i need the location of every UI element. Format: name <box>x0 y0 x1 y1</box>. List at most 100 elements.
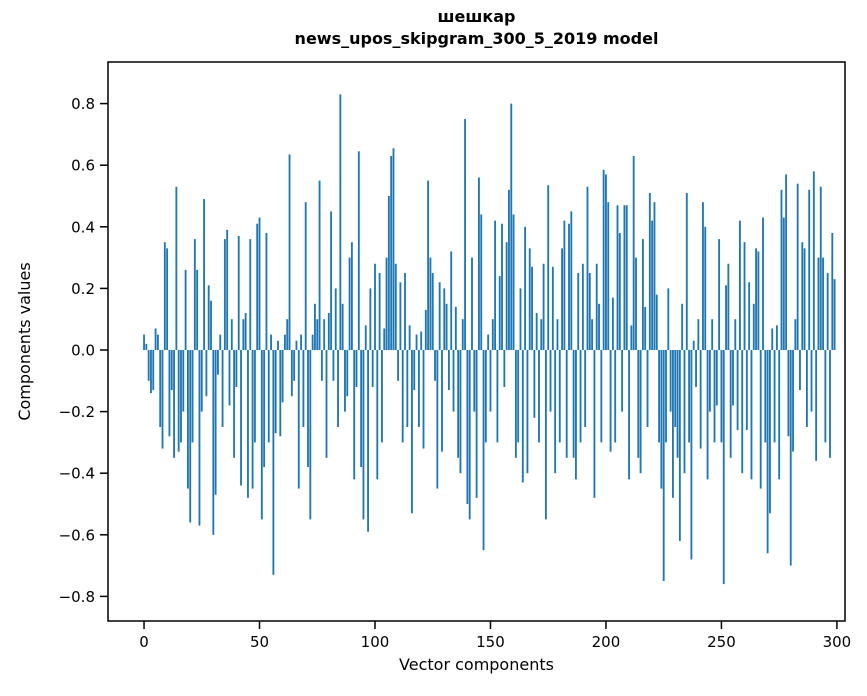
bar-component-30 <box>212 350 215 535</box>
bar-component-31 <box>214 350 217 495</box>
bar-component-185 <box>570 211 573 350</box>
bar-component-49 <box>256 223 259 350</box>
bar-component-142 <box>471 257 473 350</box>
bar-component-274 <box>775 325 778 350</box>
bar-component-150 <box>489 350 492 412</box>
bar-component-251 <box>722 350 725 585</box>
bar-component-232 <box>678 350 681 541</box>
bar-component-164 <box>521 350 524 483</box>
y-tick-label-−0.2: −0.2 <box>59 403 95 421</box>
bars-layer <box>143 94 836 585</box>
bar-component-26 <box>203 199 206 350</box>
bar-component-253 <box>727 263 730 350</box>
bar-component-293 <box>819 186 822 350</box>
bar-component-188 <box>577 273 580 350</box>
bar-component-240 <box>697 319 700 350</box>
bar-component-260 <box>743 242 746 350</box>
bar-component-43 <box>242 319 245 350</box>
x-tick-label-50: 50 <box>250 633 269 651</box>
bar-component-14 <box>175 186 178 350</box>
bar-component-219 <box>648 192 651 350</box>
bar-component-6 <box>156 334 159 350</box>
y-axis-label: Components values <box>15 262 34 420</box>
bar-component-53 <box>265 232 268 350</box>
bar-component-115 <box>408 325 411 350</box>
bar-component-47 <box>251 350 254 489</box>
bar-component-52 <box>263 350 266 468</box>
bar-component-100 <box>374 263 376 350</box>
bar-component-224 <box>660 350 663 489</box>
bar-component-191 <box>584 350 587 427</box>
bar-component-160 <box>512 214 515 350</box>
bar-component-106 <box>387 196 390 350</box>
bar-component-246 <box>711 319 714 350</box>
bar-component-146 <box>480 214 483 350</box>
bar-component-96 <box>364 325 367 350</box>
bar-component-110 <box>397 350 400 381</box>
bar-component-122 <box>424 309 427 350</box>
bar-component-81 <box>330 211 333 350</box>
bar-component-184 <box>568 223 570 350</box>
bar-component-204 <box>614 350 617 443</box>
bar-component-136 <box>457 350 460 458</box>
bar-component-151 <box>491 319 494 350</box>
y-tick-label-0.2: 0.2 <box>71 280 95 298</box>
bar-component-71 <box>307 350 309 468</box>
bar-component-269 <box>764 350 767 443</box>
bar-component-266 <box>757 251 760 350</box>
bar-component-192 <box>586 186 589 350</box>
bar-component-289 <box>810 350 813 412</box>
bar-component-275 <box>778 350 781 480</box>
bar-component-286 <box>803 248 806 350</box>
bar-component-259 <box>741 350 744 474</box>
bar-component-220 <box>651 220 654 350</box>
bar-component-28 <box>207 285 210 350</box>
bar-component-172 <box>540 319 543 350</box>
bar-component-61 <box>283 334 286 350</box>
bar-component-11 <box>168 350 171 437</box>
bar-component-57 <box>274 350 277 434</box>
bar-component-278 <box>785 174 788 350</box>
x-tick-label-150: 150 <box>476 633 505 651</box>
bar-component-279 <box>787 350 790 437</box>
bar-component-92 <box>355 350 358 387</box>
bar-component-277 <box>782 217 785 350</box>
bar-component-209 <box>625 205 628 350</box>
bar-component-103 <box>381 350 383 443</box>
bar-component-235 <box>685 192 688 350</box>
bar-component-243 <box>704 226 707 350</box>
bar-component-197 <box>598 303 600 350</box>
bar-component-124 <box>429 257 432 350</box>
bar-component-68 <box>300 334 303 350</box>
bar-component-78 <box>323 319 326 350</box>
bar-component-130 <box>443 288 446 350</box>
axes-box <box>107 61 846 622</box>
x-tick-label-0: 0 <box>139 633 149 651</box>
bar-component-127 <box>436 350 439 489</box>
bar-component-119 <box>417 350 420 427</box>
bar-component-113 <box>404 273 406 350</box>
bar-component-116 <box>411 350 413 514</box>
bar-component-256 <box>734 319 737 350</box>
bar-component-236 <box>688 350 691 443</box>
bar-component-77 <box>320 350 323 381</box>
bar-component-85 <box>339 94 342 350</box>
bar-component-165 <box>524 226 527 350</box>
bar-component-126 <box>434 350 436 381</box>
bar-component-62 <box>286 319 289 350</box>
bar-component-20 <box>189 350 192 523</box>
bar-component-63 <box>288 154 291 350</box>
bar-component-170 <box>535 313 538 350</box>
bar-component-137 <box>459 350 462 474</box>
bar-component-265 <box>755 248 758 350</box>
bar-component-263 <box>750 350 753 480</box>
bar-component-267 <box>759 350 762 489</box>
bar-component-233 <box>681 303 684 350</box>
bar-component-195 <box>593 350 596 498</box>
bar-component-135 <box>454 306 457 350</box>
bar-component-283 <box>796 183 799 350</box>
bar-component-75 <box>316 319 319 350</box>
y-tick-label-−0.8: −0.8 <box>59 588 95 606</box>
bar-component-120 <box>420 331 423 350</box>
bar-component-270 <box>766 350 769 554</box>
